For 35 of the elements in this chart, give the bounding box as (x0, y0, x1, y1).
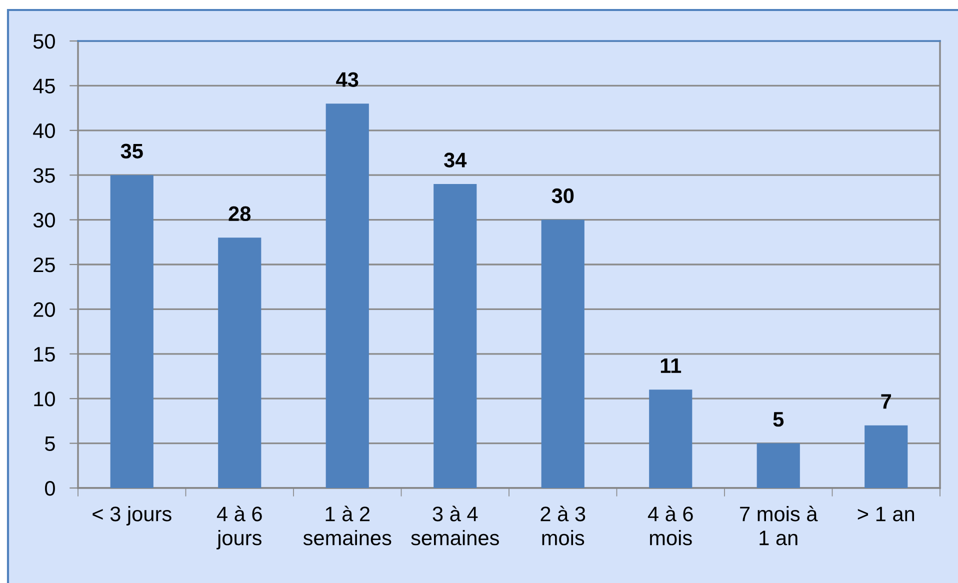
x-tick-label: 4 à 6 jours (216, 506, 262, 550)
data-label: 34 (444, 152, 467, 168)
x-tick-label: 4 à 6 mois (648, 506, 693, 546)
y-tick-label: 25 (34, 258, 55, 272)
y-tick-label: 0 (45, 481, 55, 496)
bar (864, 425, 908, 488)
y-tick-label: 30 (33, 212, 55, 228)
y-tick-label: 15 (34, 347, 55, 362)
x-tick-label: 1 à 2 semaines (303, 506, 392, 546)
bar (541, 220, 584, 488)
bar (649, 390, 692, 488)
bar (218, 238, 262, 488)
y-tick-label: 35 (33, 168, 55, 183)
bar (110, 175, 154, 488)
y-tick-label: 10 (34, 392, 55, 406)
data-label: 28 (228, 206, 251, 222)
y-tick-label: 40 (33, 123, 55, 138)
data-label: 43 (336, 72, 358, 87)
x-tick-label: < 3 jours (92, 506, 172, 526)
data-label: 35 (120, 144, 143, 159)
x-tick-label: 7 mois à 1 an (740, 506, 818, 546)
y-tick-label: 20 (34, 302, 55, 317)
data-label: 30 (552, 188, 574, 204)
x-tick-label: 2 à 3 mois (540, 506, 586, 546)
x-tick-label: 3 à 4 semaines (411, 506, 499, 546)
y-tick-label: 50 (33, 34, 55, 49)
data-label: 7 (881, 394, 892, 409)
data-label: 11 (660, 358, 682, 373)
data-label: 5 (773, 412, 784, 427)
x-tick-label: > 1 an (858, 506, 914, 522)
y-tick-label: 5 (45, 436, 55, 452)
y-tick-label: 45 (33, 78, 55, 94)
bar (756, 443, 800, 488)
bar (434, 184, 477, 488)
bar (326, 104, 369, 488)
